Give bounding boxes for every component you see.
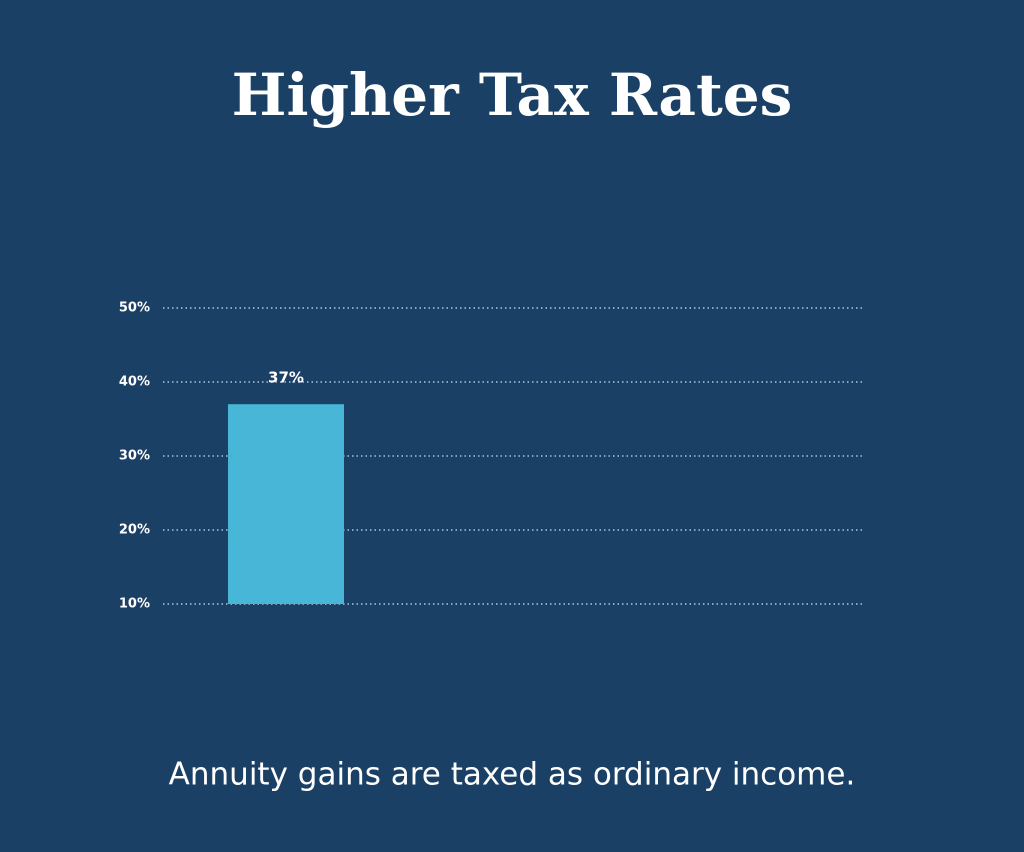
- y-tick-label: 40%: [119, 375, 150, 390]
- value-label: 37%: [268, 369, 304, 387]
- y-tick-label: 30%: [119, 449, 150, 464]
- y-tick-label: 20%: [119, 523, 150, 538]
- bar: [228, 404, 344, 604]
- chart-subtitle: Annuity gains are taxed as ordinary inco…: [169, 757, 856, 793]
- chart-title: Higher Tax Rates: [232, 61, 793, 129]
- y-tick-label: 50%: [119, 301, 150, 316]
- y-tick-label: 10%: [119, 597, 150, 612]
